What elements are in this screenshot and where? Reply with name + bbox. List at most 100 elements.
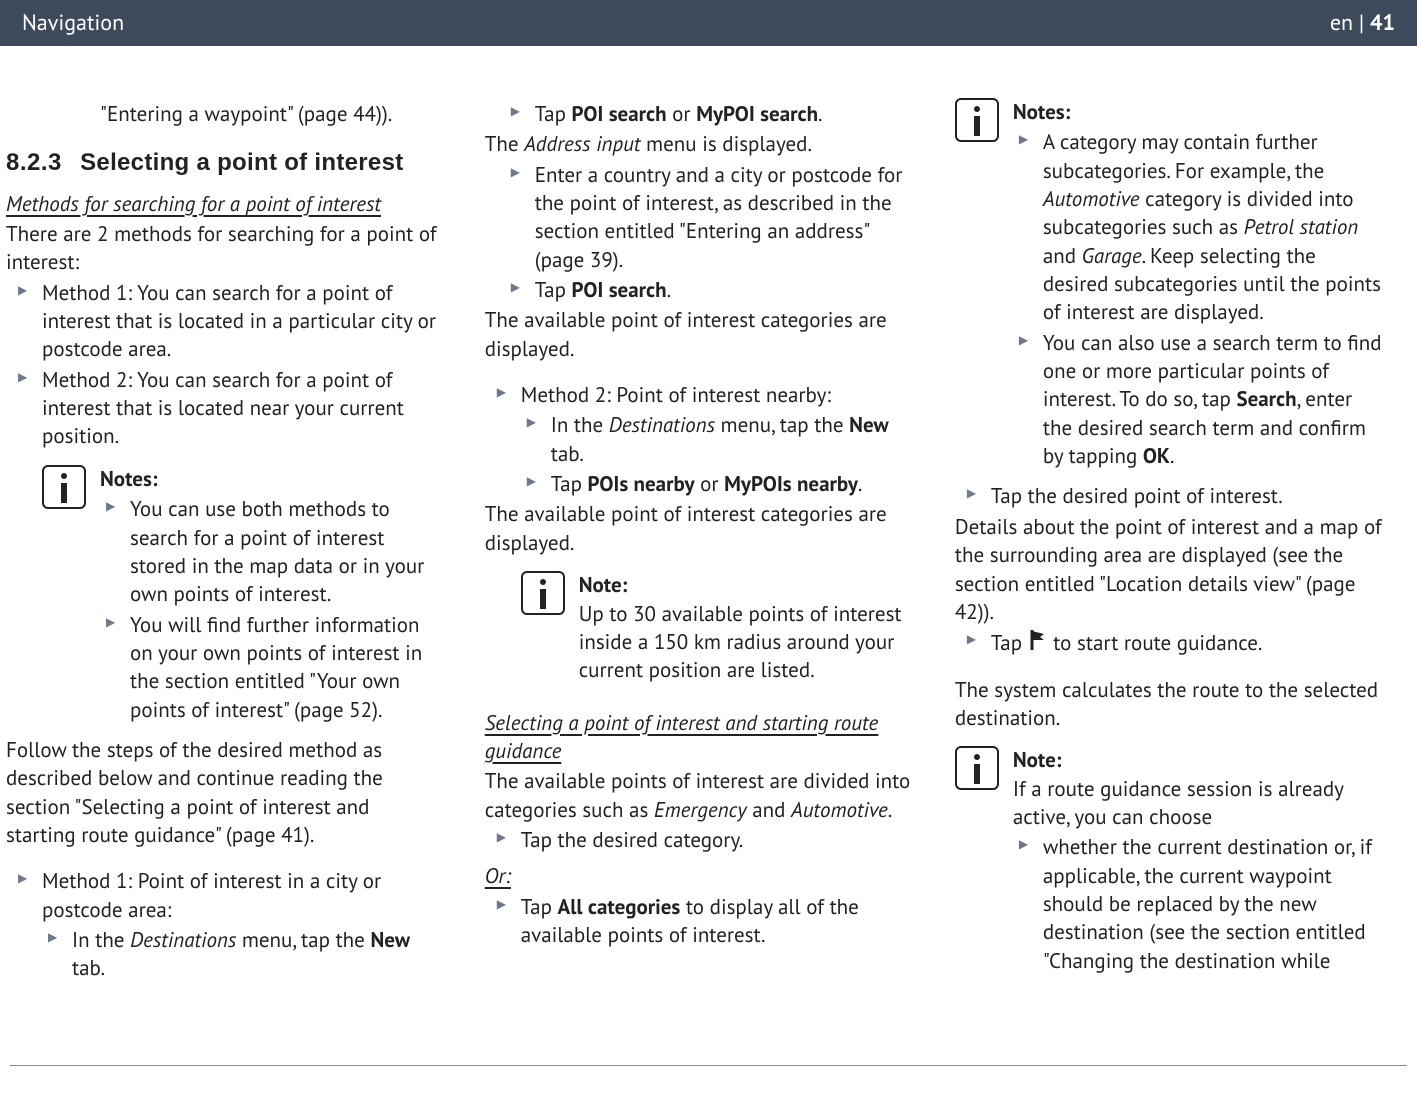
page-header: Navigation en | 41 bbox=[0, 0, 1417, 46]
methods-intro: There are 2 methods for searching for a … bbox=[6, 220, 443, 277]
text: menu, tap the bbox=[236, 926, 370, 953]
category-name: Automotive bbox=[791, 796, 888, 823]
text: Tap bbox=[535, 100, 572, 127]
header-title: Navigation bbox=[22, 9, 124, 37]
info-icon bbox=[42, 465, 86, 509]
text: Tap bbox=[991, 629, 1028, 656]
notes-label: Notes: bbox=[100, 465, 443, 493]
method2-steps: Method 2: Point of interest nearby: In t… bbox=[485, 381, 913, 498]
list-item: Tap All categories to display all of the… bbox=[485, 893, 913, 950]
text: or bbox=[695, 470, 725, 497]
or-label: Or: bbox=[485, 862, 913, 890]
text: Tap bbox=[535, 276, 572, 303]
note-sublist: whether the current destination or, if a… bbox=[1013, 833, 1383, 975]
notes-body: Notes: You can use both methods to searc… bbox=[100, 465, 443, 726]
button-label: POI search bbox=[572, 100, 667, 127]
button-label: All categories bbox=[558, 893, 681, 920]
notes-list: You can use both methods to search for a… bbox=[100, 495, 443, 724]
button-label: POIs nearby bbox=[588, 470, 695, 497]
tap-all-list: Tap All categories to display all of the… bbox=[485, 893, 913, 950]
text: menu is displayed. bbox=[640, 130, 812, 157]
category-name: Emergency bbox=[654, 796, 747, 823]
list-item: Method 2: Point of interest nearby: In t… bbox=[485, 381, 913, 498]
method1-sublist: In the Destinations menu, tap the New ta… bbox=[42, 926, 443, 983]
follow-steps: Follow the steps of the desired method a… bbox=[6, 736, 443, 849]
notes-box: Notes: A category may contain further su… bbox=[955, 98, 1383, 472]
tap-category-list: Tap the desired category. bbox=[485, 826, 913, 854]
button-label: OK bbox=[1143, 442, 1170, 469]
button-label: MyPOI search bbox=[696, 100, 818, 127]
note-body: Note: If a route guidance session is alr… bbox=[1013, 746, 1383, 977]
list-item: Tap the desired category. bbox=[485, 826, 913, 854]
info-icon bbox=[955, 746, 999, 790]
col2-list-2: Enter a country and a city or postcode f… bbox=[485, 161, 913, 305]
footer-rule bbox=[10, 1065, 1407, 1066]
tap-desired-list: Tap the desired point of interest. bbox=[955, 482, 1383, 510]
header-sep: | bbox=[1353, 9, 1370, 37]
list-item: Method 2: You can search for a point of … bbox=[6, 366, 443, 451]
text: Tap bbox=[521, 893, 558, 920]
button-label: POI search bbox=[572, 276, 667, 303]
menu-name: Destinations bbox=[609, 411, 715, 438]
list-item: Enter a country and a city or postcode f… bbox=[505, 161, 913, 274]
text: Tap bbox=[551, 470, 588, 497]
page-content: "Entering a waypoint" (page 44)). 8.2.3 … bbox=[0, 46, 1417, 1065]
text: menu, tap the bbox=[715, 411, 849, 438]
list-item: You can also use a search term to find o… bbox=[1013, 329, 1383, 471]
text: . bbox=[818, 100, 823, 127]
list-item: Tap POI search. bbox=[505, 276, 913, 304]
text: The bbox=[485, 130, 524, 157]
text: tab. bbox=[551, 440, 584, 467]
list-item: In the Destinations menu, tap the New ta… bbox=[42, 926, 443, 983]
methods-subheading: Methods for searching for a point of int… bbox=[6, 190, 443, 218]
note-body: Note: Up to 30 available points of inter… bbox=[579, 571, 913, 684]
text: In the bbox=[551, 411, 609, 438]
select-subheading: Selecting a point of interest and starti… bbox=[485, 709, 913, 766]
section-number: 8.2.3 bbox=[6, 149, 62, 176]
list-item: Method 1: You can search for a point of … bbox=[6, 279, 443, 364]
text: . bbox=[858, 470, 863, 497]
text: tab. bbox=[72, 954, 105, 981]
section-title: Selecting a point of interest bbox=[80, 149, 403, 176]
method2-heading: Method 2: Point of interest nearby: bbox=[521, 381, 831, 408]
button-label: MyPOIs nearby bbox=[724, 470, 858, 497]
list-item: Tap to start route guidance. bbox=[955, 628, 1383, 657]
method1-heading: Method 1: Point of interest in a city or… bbox=[42, 867, 381, 922]
text: . bbox=[667, 276, 672, 303]
col2-top-list: Tap POI search or MyPOI search. bbox=[485, 100, 913, 128]
address-menu-text: The Address input menu is displayed. bbox=[485, 130, 913, 158]
text: . bbox=[888, 796, 893, 823]
category-name: Automotive bbox=[1043, 185, 1140, 212]
header-page-number: 41 bbox=[1370, 9, 1395, 37]
column-3: Notes: A category may contain further su… bbox=[955, 98, 1383, 1045]
methods-list: Method 1: You can search for a point of … bbox=[6, 279, 443, 451]
list-item: Tap POI search or MyPOI search. bbox=[505, 100, 913, 128]
list-item: Tap POIs nearby or MyPOIs nearby. bbox=[521, 470, 913, 498]
flag-icon bbox=[1028, 628, 1048, 652]
tab-name: New bbox=[370, 926, 410, 953]
avail-cats-2: The available point of interest categori… bbox=[485, 500, 913, 557]
menu-name: Destinations bbox=[130, 926, 236, 953]
list-item: A category may contain further subcatego… bbox=[1013, 128, 1383, 326]
list-item: You can use both methods to search for a… bbox=[100, 495, 443, 608]
column-1: "Entering a waypoint" (page 44)). 8.2.3 … bbox=[6, 98, 443, 1045]
list-item: Tap the desired point of interest. bbox=[955, 482, 1383, 510]
note-label: Note: bbox=[1013, 746, 1383, 774]
header-page: en | 41 bbox=[1330, 9, 1395, 37]
info-icon bbox=[955, 98, 999, 142]
tab-name: New bbox=[849, 411, 889, 438]
section-heading: 8.2.3 Selecting a point of interest bbox=[6, 146, 443, 179]
text: and bbox=[1043, 242, 1082, 269]
header-lang: en bbox=[1330, 9, 1353, 37]
text: and bbox=[747, 796, 791, 823]
text: or bbox=[667, 100, 697, 127]
note-box: Note: If a route guidance session is alr… bbox=[955, 746, 1383, 977]
select-intro: The available points of interest are div… bbox=[485, 767, 913, 824]
list-item: Method 1: Point of interest in a city or… bbox=[6, 867, 443, 982]
note-label: Note: bbox=[579, 571, 913, 599]
column-2: Tap POI search or MyPOI search. The Addr… bbox=[485, 98, 913, 1045]
waypoint-continuation: "Entering a waypoint" (page 44)). bbox=[6, 100, 443, 128]
text: In the bbox=[72, 926, 130, 953]
button-label: Search bbox=[1236, 385, 1296, 412]
menu-name: Address input bbox=[524, 130, 640, 157]
